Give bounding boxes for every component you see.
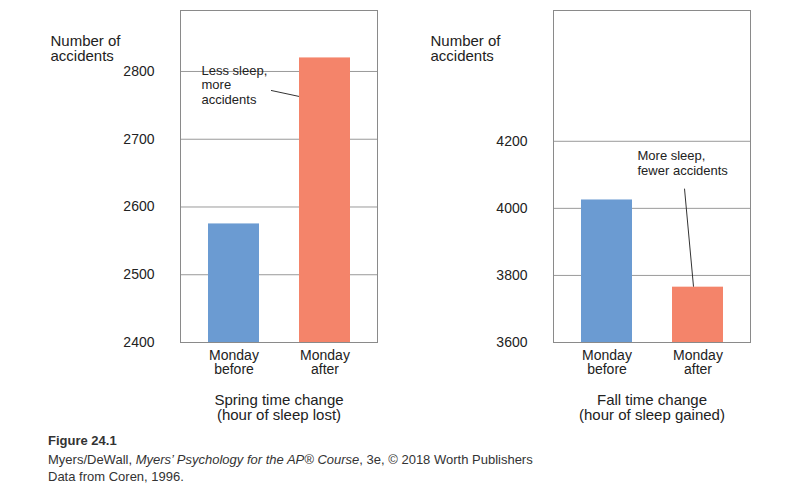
svg-text:2600: 2600 xyxy=(123,198,154,214)
svg-text:3600: 3600 xyxy=(496,334,527,350)
svg-text:Mondaybefore: Mondaybefore xyxy=(209,347,259,377)
svg-text:3800: 3800 xyxy=(496,267,527,283)
html-text:Figure 24.1: Figure 24.1 xyxy=(48,433,117,448)
svg-text:Fall time change(hour of sleep: Fall time change(hour of sleep gained) xyxy=(579,391,725,423)
html-text:Data from Coren, 1996.: Data from Coren, 1996. xyxy=(48,469,184,484)
svg-text:Mondaybefore: Mondaybefore xyxy=(582,347,632,377)
svg-text:4200: 4200 xyxy=(496,133,527,149)
svg-text:Number ofaccidents: Number ofaccidents xyxy=(51,32,122,64)
svg-text:2500: 2500 xyxy=(123,266,154,282)
html-text:Myers/DeWall, Myers’ Psycholog: Myers/DeWall, Myers’ Psychology for the … xyxy=(48,452,533,467)
svg-text:Mondayafter: Mondayafter xyxy=(673,347,723,377)
svg-text:Number ofaccidents: Number ofaccidents xyxy=(431,32,502,64)
svg-text:Spring time change(hour of sle: Spring time change(hour of sleep lost) xyxy=(214,391,343,423)
svg-text:4000: 4000 xyxy=(496,200,527,216)
svg-text:Less sleep,moreaccidents: Less sleep,moreaccidents xyxy=(202,63,268,108)
svg-text:2700: 2700 xyxy=(123,131,154,147)
svg-text:More sleep,fewer accidents: More sleep,fewer accidents xyxy=(638,148,729,178)
svg-text:2400: 2400 xyxy=(123,334,154,350)
svg-text:2800: 2800 xyxy=(123,63,154,79)
svg-text:Mondayafter: Mondayafter xyxy=(300,347,350,377)
